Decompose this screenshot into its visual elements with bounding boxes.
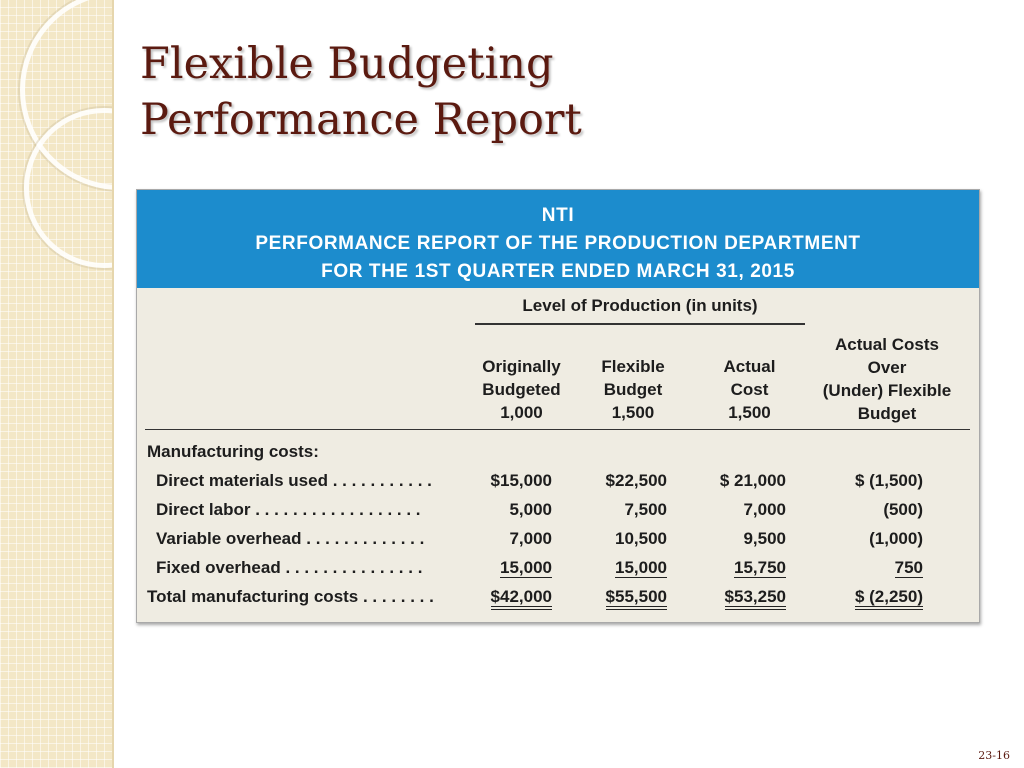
cell-actual: 15,750 <box>703 557 786 579</box>
leader-dots: . . . . . . . . . . . . . . . <box>280 558 423 577</box>
cell-value: $42,000 <box>490 587 552 610</box>
column-header-line: Originally <box>482 357 561 376</box>
cell-orig: 7,000 <box>509 529 552 548</box>
cell-orig: 5,000 <box>509 500 552 519</box>
column-header-units: 1,500 <box>728 403 771 422</box>
cell-value: 750 <box>894 558 923 578</box>
cell-value: $ (2,250) <box>854 587 923 610</box>
cell-flex: $22,500 <box>605 471 667 490</box>
report-company: NTI <box>541 205 575 226</box>
column-header-originally-budgeted: Originally Budgeted 1,000 <box>475 355 568 424</box>
page-number: 23-16 <box>978 749 1010 762</box>
column-header-line: Budget <box>603 380 663 399</box>
cell-flex-total: $55,500 <box>585 586 667 610</box>
report-period: FOR THE 1ST QUARTER ENDED MARCH 31, 2015 <box>321 261 795 282</box>
row-label-direct-materials: Direct materials used . . . . . . . . . … <box>156 470 432 492</box>
section-label: Manufacturing costs: <box>147 442 319 461</box>
leader-dots: . . . . . . . . . . . . . <box>301 529 425 548</box>
leader-dots: . . . . . . . . . . . . . . . . . . <box>250 500 421 519</box>
column-header-line: Flexible <box>601 357 665 376</box>
row-label-text: Total manufacturing costs <box>147 587 359 606</box>
cell-value: 15,750 <box>734 558 786 578</box>
cell-value: 15,000 <box>500 558 552 578</box>
column-header-units: 1,500 <box>611 403 655 422</box>
cell-actual: $ 21,000 <box>719 471 786 490</box>
cell-flex: 7,500 <box>624 500 667 519</box>
column-header-line: Actual Costs <box>835 335 939 354</box>
report-header: NTI PERFORMANCE REPORT OF THE PRODUCTION… <box>137 190 979 288</box>
cell-orig: 15,000 <box>475 557 552 579</box>
performance-report-table: NTI PERFORMANCE REPORT OF THE PRODUCTION… <box>136 189 980 623</box>
decorative-side-strip <box>0 0 114 768</box>
row-label-variable-overhead: Variable overhead . . . . . . . . . . . … <box>156 528 424 550</box>
cell-value: 15,000 <box>615 558 667 578</box>
row-label-text: Variable overhead <box>156 529 302 548</box>
column-header-line: (Under) Flexible <box>822 381 952 400</box>
leader-dots: . . . . . . . . <box>358 587 434 606</box>
row-label-text: Fixed overhead <box>156 558 281 577</box>
row-label-text: Direct materials used <box>156 471 328 490</box>
header-divider <box>145 429 970 430</box>
column-header-line: Actual <box>723 357 776 376</box>
cell-value: $55,500 <box>605 587 667 610</box>
row-label-direct-labor: Direct labor . . . . . . . . . . . . . .… <box>156 499 421 521</box>
leader-dots: . . . . . . . . . . . <box>327 471 432 490</box>
level-of-production-label: Level of Production (in units) <box>522 296 758 315</box>
slide-title-line-2: Performance Report <box>140 95 582 145</box>
cell-orig: $15,000 <box>490 471 552 490</box>
cell-variance: (1,000) <box>869 529 923 548</box>
slide-title: Flexible Budgeting Performance Report <box>140 36 582 148</box>
row-label-fixed-overhead: Fixed overhead . . . . . . . . . . . . .… <box>156 557 422 579</box>
cell-actual: 9,500 <box>743 529 786 548</box>
report-heading: PERFORMANCE REPORT OF THE PRODUCTION DEP… <box>255 233 861 254</box>
row-label-total: Total manufacturing costs . . . . . . . … <box>147 586 434 608</box>
cell-actual-total: $53,250 <box>703 586 786 610</box>
cell-variance: 750 <box>827 557 923 579</box>
level-underline <box>475 323 805 325</box>
column-header-line: Budgeted <box>482 380 561 399</box>
cell-actual: 7,000 <box>743 500 786 519</box>
cell-flex: 10,500 <box>615 529 667 548</box>
column-header-actual-cost: Actual Cost 1,500 <box>702 355 797 424</box>
cell-variance-total: $ (2,250) <box>827 586 923 610</box>
cell-orig-total: $42,000 <box>475 586 552 610</box>
cell-value: $53,250 <box>724 587 786 610</box>
column-header-line: Over <box>867 358 907 377</box>
cell-variance: (500) <box>883 500 923 519</box>
column-header-variance: Actual Costs Over (Under) Flexible Budge… <box>811 333 963 425</box>
column-header-flexible-budget: Flexible Budget 1,500 <box>587 355 679 424</box>
cell-variance: $ (1,500) <box>854 471 923 490</box>
column-header-units: 1,000 <box>500 403 543 422</box>
column-header-line: Budget <box>857 404 917 423</box>
row-label-text: Direct labor <box>156 500 251 519</box>
cell-flex: 15,000 <box>585 557 667 579</box>
column-header-line: Cost <box>730 380 769 399</box>
slide-title-line-1: Flexible Budgeting <box>140 39 554 89</box>
